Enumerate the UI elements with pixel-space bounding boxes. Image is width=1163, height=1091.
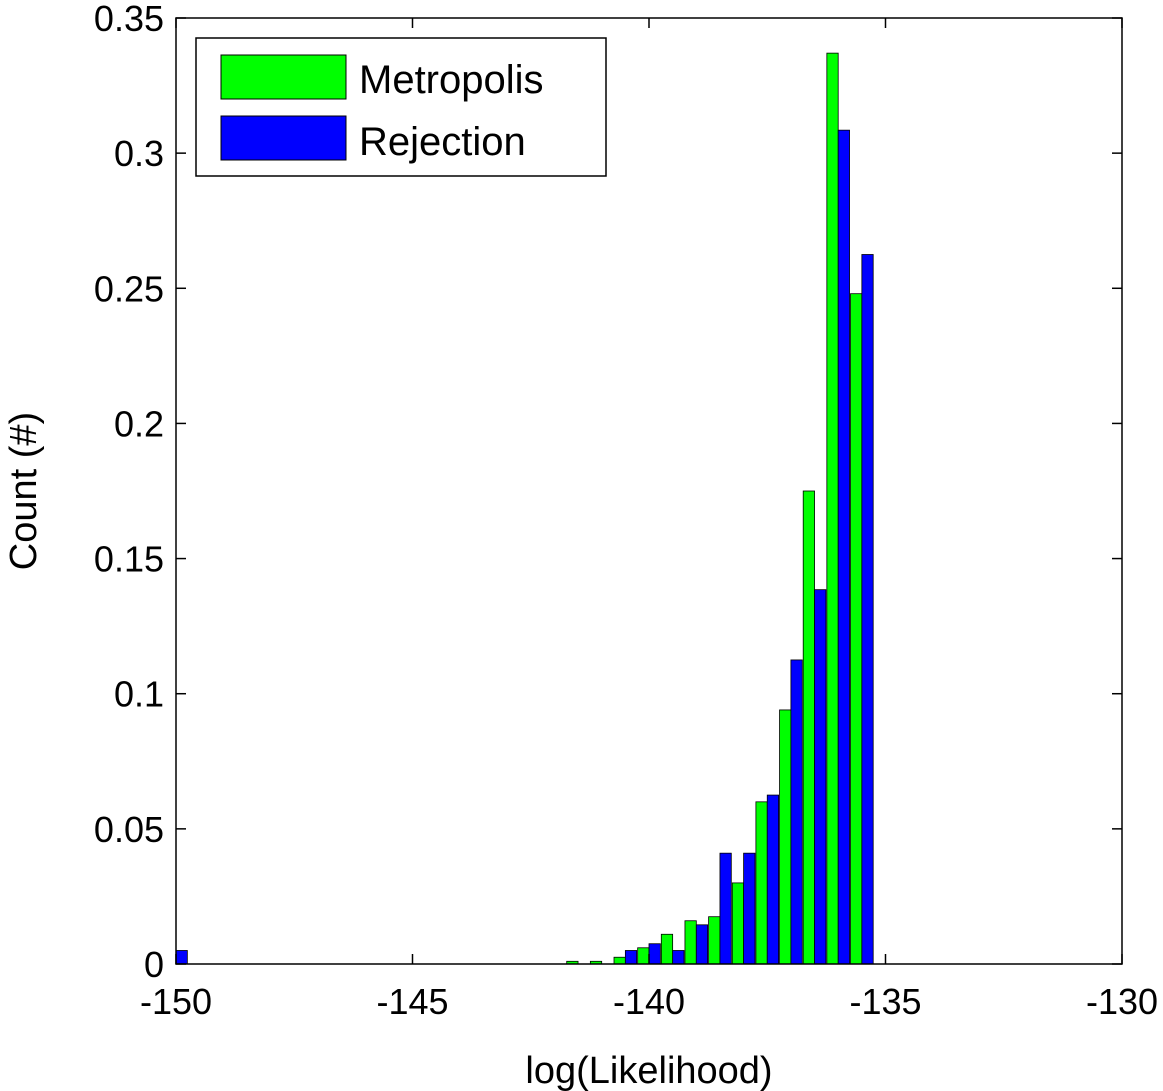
x-tick-label: -140	[613, 981, 685, 1022]
metropolis-bar	[708, 916, 721, 965]
rejection-bar	[648, 943, 661, 965]
rejection-bar	[175, 950, 188, 965]
metropolis-bar	[826, 52, 839, 965]
rejection-bar	[861, 254, 874, 965]
metropolis-bar	[684, 920, 697, 965]
y-tick-label: 0.1	[114, 674, 164, 715]
metropolis-bar	[850, 293, 863, 965]
metropolis-bar	[779, 709, 792, 965]
metropolis-bar	[731, 882, 745, 965]
x-axis-label: log(Likelihood)	[525, 1050, 772, 1091]
y-tick-label: 0.3	[114, 133, 164, 174]
metropolis-bar	[802, 490, 815, 965]
legend-swatch-rejection	[220, 115, 347, 161]
rejection-bar	[790, 659, 803, 965]
y-tick-label: 0.05	[94, 809, 164, 850]
x-tick-label: -145	[376, 981, 448, 1022]
rejection-bar	[695, 924, 709, 965]
x-tick-label: -150	[140, 981, 212, 1022]
rejection-bar	[624, 950, 638, 965]
y-tick-label: 0.2	[114, 403, 164, 444]
metropolis-bar	[755, 801, 768, 965]
ticks-group: -150 -145 -140 -135 -130 0 0.05 0.1 0.15 0.2 0.25 0…	[94, 0, 1158, 1022]
y-tick-label: 0	[144, 944, 164, 985]
rejection-bar	[837, 129, 850, 965]
legend-label-metropolis: Metropolis	[359, 58, 544, 102]
metropolis-bar	[637, 947, 650, 965]
y-tick-label: 0.35	[94, 0, 164, 39]
metropolis-bar	[613, 956, 626, 965]
rejection-bar	[743, 852, 756, 965]
x-tick-label: -130	[1086, 981, 1158, 1022]
rejection-bar	[672, 950, 685, 965]
metropolis-bar	[660, 933, 674, 965]
rejection-bar	[814, 589, 827, 965]
rejection-bar	[719, 852, 732, 965]
legend-label-rejection: Rejection	[359, 120, 526, 164]
x-tick-label: -135	[849, 981, 921, 1022]
y-axis-label: Count (#)	[3, 412, 45, 570]
legend: Metropolis Rejection	[195, 37, 607, 177]
y-tick-label: 0.25	[94, 268, 164, 309]
y-tick-label: 0.15	[94, 539, 164, 580]
plot-frame	[175, 17, 1123, 965]
rejection-bar	[766, 794, 780, 965]
legend-swatch-metropolis	[220, 54, 347, 100]
